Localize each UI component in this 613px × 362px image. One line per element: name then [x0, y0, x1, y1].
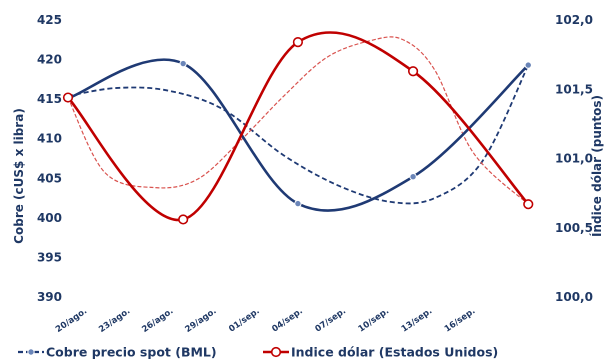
x-axis-ticks: 20/ago. 23/ago. 26/ago. 29/ago. 01/sep. 04/se…	[54, 306, 477, 335]
y-left-tick-label: 425	[37, 13, 62, 27]
y-left-tick-label: 410	[37, 132, 62, 146]
y-left-tick-label: 395	[37, 250, 62, 264]
data-point-cobre	[409, 173, 417, 181]
data-point-dolar	[292, 37, 304, 48]
data-point-dolar	[523, 199, 534, 210]
legend-swatch-marker-dolar	[270, 346, 282, 358]
series-curve-layer	[67, 31, 530, 221]
y-axis-left-ticks: 390 395 400 405 410 415 420 425	[37, 13, 62, 304]
x-tick-label: 20/ago.	[54, 306, 89, 335]
y-axis-left-title: Cobre (cUS$ x libra)	[12, 108, 26, 244]
x-tick-label: 13/sep.	[400, 306, 434, 334]
x-tick-label: 01/sep.	[227, 306, 261, 334]
x-tick-label: 07/sep.	[313, 306, 347, 334]
series-trend-layer	[67, 36, 530, 205]
data-point-cobre	[524, 61, 532, 69]
y-right-tick-label: 101,0	[555, 152, 593, 166]
y-left-tick-label: 405	[37, 171, 62, 185]
legend-label-dolar: Indice dólar (Estados Unidos)	[291, 345, 498, 360]
legend-label-cobre: Cobre precio spot (BML)	[46, 345, 217, 360]
x-tick-label: 23/ago.	[97, 306, 132, 335]
x-tick-label: 26/ago.	[140, 306, 175, 335]
x-tick-label: 29/ago.	[183, 306, 218, 335]
data-point-cobre	[294, 199, 302, 208]
y-right-tick-label: 100,5	[555, 221, 593, 235]
x-tick-label: 10/sep.	[357, 306, 391, 334]
data-point-dolar	[62, 92, 74, 103]
trend-line-cobre	[67, 64, 530, 205]
x-tick-label: 04/sep.	[270, 306, 304, 334]
y-left-tick-label: 400	[37, 211, 62, 225]
y-left-tick-label: 420	[37, 53, 62, 67]
x-tick-label: 16/sep.	[443, 306, 477, 334]
data-point-dolar	[407, 66, 419, 77]
y-right-tick-label: 102,0	[555, 13, 593, 27]
series-line-dolar	[67, 31, 530, 221]
legend-swatch-marker-cobre	[27, 348, 35, 356]
y-axis-right-title: Índice dólar (puntos)	[589, 95, 604, 237]
data-point-cobre	[179, 59, 187, 68]
data-point-dolar	[178, 214, 189, 225]
y-axis-right-ticks: 100,0 100,5 101,0 101,5 102,0	[555, 13, 593, 304]
y-left-tick-label: 415	[37, 92, 62, 106]
y-left-tick-label: 390	[37, 290, 62, 304]
series-marker-layer	[62, 37, 534, 225]
trend-line-dolar	[67, 36, 529, 205]
legend: Cobre precio spot (BML) Indice dólar (Est…	[18, 345, 498, 360]
y-right-tick-label: 100,0	[555, 290, 593, 304]
y-right-tick-label: 101,5	[555, 82, 593, 96]
